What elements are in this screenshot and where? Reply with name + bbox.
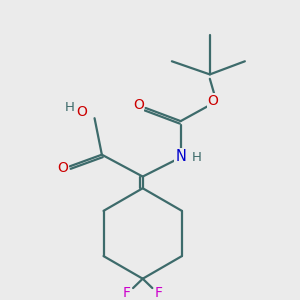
Text: F: F xyxy=(123,286,131,300)
Text: O: O xyxy=(133,98,144,112)
Text: O: O xyxy=(207,94,218,108)
Text: F: F xyxy=(155,286,163,300)
Text: H: H xyxy=(192,151,202,164)
Text: O: O xyxy=(76,105,87,119)
Text: N: N xyxy=(175,148,186,164)
Text: H: H xyxy=(65,101,75,115)
Text: O: O xyxy=(57,161,68,175)
